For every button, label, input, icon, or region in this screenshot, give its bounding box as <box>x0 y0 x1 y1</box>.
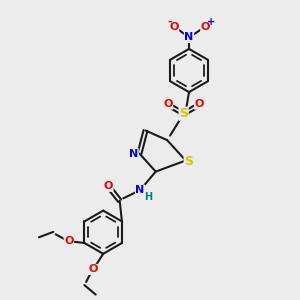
Text: N: N <box>129 148 138 159</box>
Text: +: + <box>207 16 215 27</box>
Text: O: O <box>64 236 74 247</box>
Text: O: O <box>169 22 179 32</box>
Text: O: O <box>194 99 204 109</box>
Text: N: N <box>184 32 194 43</box>
Text: O: O <box>88 264 98 274</box>
Text: O: O <box>103 181 113 191</box>
Text: S: S <box>179 107 188 120</box>
Text: O: O <box>201 22 210 32</box>
Text: O: O <box>163 99 173 109</box>
Text: H: H <box>144 192 153 202</box>
Text: -: - <box>167 16 172 27</box>
Text: S: S <box>184 155 193 169</box>
Text: N: N <box>136 185 145 195</box>
